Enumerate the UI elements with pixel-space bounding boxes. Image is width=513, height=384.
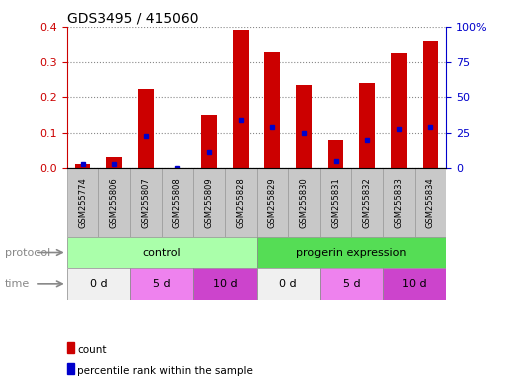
FancyBboxPatch shape	[162, 168, 193, 237]
Text: 5 d: 5 d	[343, 279, 360, 289]
Bar	[423, 41, 439, 168]
FancyBboxPatch shape	[130, 268, 193, 300]
Text: 10 d: 10 d	[402, 279, 427, 289]
FancyBboxPatch shape	[193, 268, 256, 300]
FancyBboxPatch shape	[67, 268, 130, 300]
Bar	[74, 164, 90, 168]
Text: GSM255833: GSM255833	[394, 177, 403, 228]
Text: GSM255808: GSM255808	[173, 177, 182, 228]
FancyBboxPatch shape	[383, 168, 415, 237]
Text: 0 d: 0 d	[279, 279, 297, 289]
FancyBboxPatch shape	[67, 237, 256, 268]
Text: 10 d: 10 d	[212, 279, 237, 289]
Bar	[328, 140, 344, 168]
Text: GSM255832: GSM255832	[363, 177, 372, 228]
FancyBboxPatch shape	[415, 168, 446, 237]
Text: GSM255831: GSM255831	[331, 177, 340, 228]
Text: progerin expression: progerin expression	[296, 248, 407, 258]
Text: GSM255828: GSM255828	[236, 177, 245, 228]
Text: count: count	[77, 345, 107, 355]
FancyBboxPatch shape	[193, 168, 225, 237]
FancyBboxPatch shape	[67, 168, 98, 237]
Text: protocol: protocol	[5, 248, 50, 258]
Text: time: time	[5, 279, 30, 289]
FancyBboxPatch shape	[256, 168, 288, 237]
Bar	[296, 85, 312, 168]
Bar	[233, 30, 249, 168]
Bar	[138, 89, 154, 168]
FancyBboxPatch shape	[225, 168, 256, 237]
Text: GSM255809: GSM255809	[205, 177, 213, 228]
Text: GSM255807: GSM255807	[141, 177, 150, 228]
FancyBboxPatch shape	[130, 168, 162, 237]
FancyBboxPatch shape	[256, 237, 446, 268]
FancyBboxPatch shape	[98, 168, 130, 237]
FancyBboxPatch shape	[351, 168, 383, 237]
Bar	[359, 83, 375, 168]
FancyBboxPatch shape	[320, 168, 351, 237]
FancyBboxPatch shape	[383, 268, 446, 300]
Text: GSM255834: GSM255834	[426, 177, 435, 228]
Text: 0 d: 0 d	[89, 279, 107, 289]
FancyBboxPatch shape	[256, 268, 320, 300]
FancyBboxPatch shape	[288, 168, 320, 237]
Text: 5 d: 5 d	[153, 279, 170, 289]
Text: control: control	[142, 248, 181, 258]
Text: GSM255830: GSM255830	[300, 177, 308, 228]
Bar	[106, 157, 122, 168]
Text: GDS3495 / 415060: GDS3495 / 415060	[67, 12, 198, 26]
Bar	[201, 115, 217, 168]
Text: GSM255829: GSM255829	[268, 177, 277, 228]
Text: percentile rank within the sample: percentile rank within the sample	[77, 366, 253, 376]
FancyBboxPatch shape	[320, 268, 383, 300]
Text: GSM255806: GSM255806	[110, 177, 119, 228]
Text: GSM255774: GSM255774	[78, 177, 87, 228]
Bar	[264, 51, 280, 168]
Bar	[391, 53, 407, 168]
